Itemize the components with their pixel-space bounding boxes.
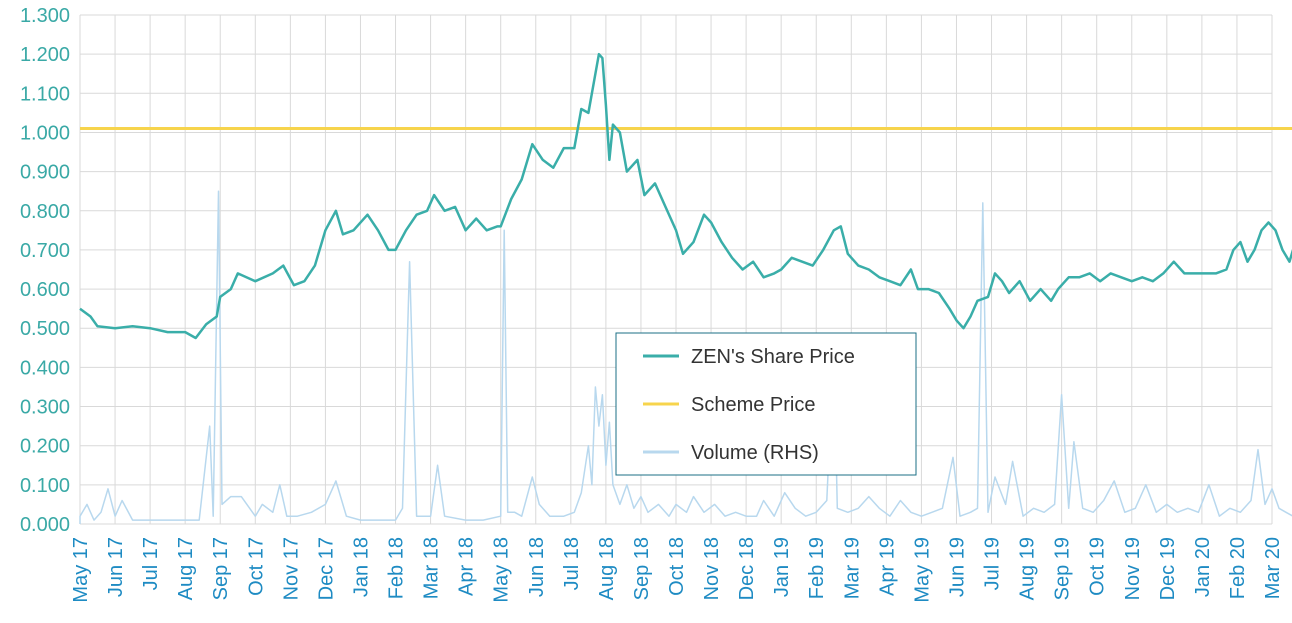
- x-tick-label: Jan 18: [350, 537, 372, 597]
- x-tick-label: May 18: [491, 537, 513, 603]
- x-tick-label: Apr 18: [456, 537, 478, 596]
- x-tick-label: Jun 17: [105, 537, 127, 597]
- x-tick-label: Aug 17: [175, 537, 197, 600]
- y-tick-label: 0.800: [20, 201, 70, 223]
- x-tick-label: Jul 18: [561, 537, 583, 590]
- legend-label-share-price: ZEN's Share Price: [691, 346, 855, 368]
- x-tick-label: Sep 19: [1052, 537, 1074, 600]
- y-tick-label: 0.000: [20, 514, 70, 536]
- x-tick-label: Jun 18: [526, 537, 548, 597]
- y-tick-label: 0.100: [20, 475, 70, 497]
- y-tick-label: 0.400: [20, 357, 70, 379]
- x-tick-label: Aug 19: [1017, 537, 1039, 600]
- volume-line: [79, 190, 1292, 524]
- y-tick-label: 0.500: [20, 318, 70, 340]
- x-tick-label: Jun 19: [946, 537, 968, 597]
- x-tick-label: Oct 18: [666, 537, 688, 596]
- x-tick-label: Sep 17: [210, 537, 232, 600]
- x-tick-label: Jul 19: [982, 537, 1004, 590]
- y-tick-label: 1.000: [20, 122, 70, 144]
- x-tick-label: Oct 19: [1087, 537, 1109, 596]
- y-tick-label: 0.700: [20, 240, 70, 262]
- y-tick-label: 1.100: [20, 83, 70, 105]
- x-tick-label: Feb 18: [386, 537, 408, 599]
- x-tick-label: Jul 17: [140, 537, 162, 590]
- y-axis: 0.000 0.100 0.200 0.300 0.400 0.500 0.600 0.700…: [20, 5, 70, 536]
- x-tick-label: Dec 19: [1157, 537, 1179, 600]
- legend-label-scheme-price: Scheme Price: [691, 394, 816, 416]
- x-tick-label: Dec 17: [315, 537, 337, 600]
- y-tick-label: 1.300: [20, 5, 70, 27]
- y-tick-label: 0.200: [20, 436, 70, 458]
- x-tick-label: Jan 20: [1192, 537, 1214, 597]
- plot-area: [79, 52, 1292, 524]
- x-tick-label: Mar 19: [841, 537, 863, 599]
- legend: ZEN's Share Price Scheme Price Volume (R…: [615, 332, 917, 476]
- x-tick-label: Nov 19: [1122, 537, 1144, 600]
- x-tick-label: Feb 19: [806, 537, 828, 599]
- legend-label-volume: Volume (RHS): [691, 442, 819, 464]
- x-tick-label: Nov 17: [280, 537, 302, 600]
- x-tick-label: Apr 19: [876, 537, 898, 596]
- y-tick-label: 1.200: [20, 44, 70, 66]
- x-tick-label: May 19: [911, 537, 933, 603]
- x-tick-label: Feb 20: [1227, 537, 1249, 599]
- x-tick-label: Mar 20: [1262, 537, 1284, 599]
- x-tick-label: Aug 18: [596, 537, 618, 600]
- x-tick-label: Dec 18: [736, 537, 758, 600]
- x-tick-label: Jan 19: [771, 537, 793, 597]
- share-price-line: [79, 52, 1292, 340]
- x-tick-label: Sep 18: [631, 537, 653, 600]
- x-tick-label: Mar 18: [421, 537, 443, 599]
- y-tick-label: 0.300: [20, 397, 70, 419]
- x-tick-label: May 17: [70, 537, 92, 603]
- y-tick-label: 0.600: [20, 279, 70, 301]
- x-tick-label: Oct 17: [245, 537, 267, 596]
- x-axis: May 17 Jun 17 Jul 17 Aug 17 Sep 17 Oct 17 Nov …: [70, 537, 1284, 603]
- y-tick-label: 0.900: [20, 162, 70, 184]
- x-tick-label: Nov 18: [701, 537, 723, 600]
